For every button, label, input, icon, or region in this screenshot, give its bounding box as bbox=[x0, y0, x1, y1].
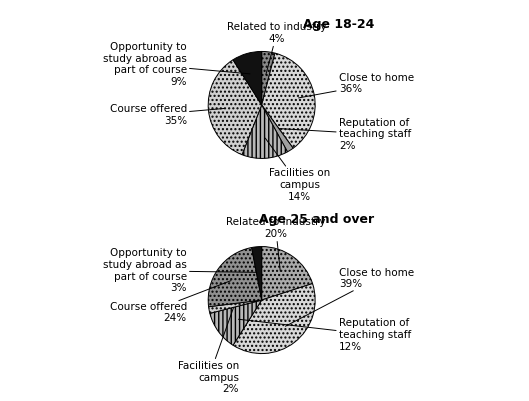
Text: Opportunity to
study abroad as
part of course
3%: Opportunity to study abroad as part of c… bbox=[103, 248, 256, 293]
Wedge shape bbox=[233, 51, 262, 105]
Wedge shape bbox=[262, 51, 275, 105]
Wedge shape bbox=[262, 247, 313, 300]
Wedge shape bbox=[208, 300, 262, 313]
Wedge shape bbox=[262, 105, 293, 152]
Text: Related to industry
20%: Related to industry 20% bbox=[226, 217, 325, 271]
Text: Facilities on
campus
2%: Facilities on campus 2% bbox=[178, 308, 239, 394]
Wedge shape bbox=[233, 284, 315, 354]
Wedge shape bbox=[252, 247, 262, 300]
Text: Reputation of
teaching staff
2%: Reputation of teaching staff 2% bbox=[279, 117, 411, 151]
Wedge shape bbox=[208, 247, 262, 307]
Wedge shape bbox=[210, 300, 262, 345]
Text: Reputation of
teaching staff
12%: Reputation of teaching staff 12% bbox=[239, 318, 411, 352]
Text: Age 18-24: Age 18-24 bbox=[303, 18, 375, 30]
Wedge shape bbox=[208, 60, 262, 155]
Wedge shape bbox=[242, 105, 287, 158]
Text: Course offered
24%: Course offered 24% bbox=[110, 281, 231, 323]
Text: Age 25 and over: Age 25 and over bbox=[259, 213, 375, 226]
Text: Facilities on
campus
14%: Facilities on campus 14% bbox=[265, 138, 330, 202]
Text: Course offered
35%: Course offered 35% bbox=[110, 104, 224, 126]
Text: Related to industry
4%: Related to industry 4% bbox=[227, 22, 326, 75]
Text: Close to home
36%: Close to home 36% bbox=[298, 73, 414, 98]
Wedge shape bbox=[262, 53, 315, 148]
Text: Close to home
39%: Close to home 39% bbox=[286, 268, 414, 326]
Text: Opportunity to
study abroad as
part of course
9%: Opportunity to study abroad as part of c… bbox=[103, 42, 250, 87]
